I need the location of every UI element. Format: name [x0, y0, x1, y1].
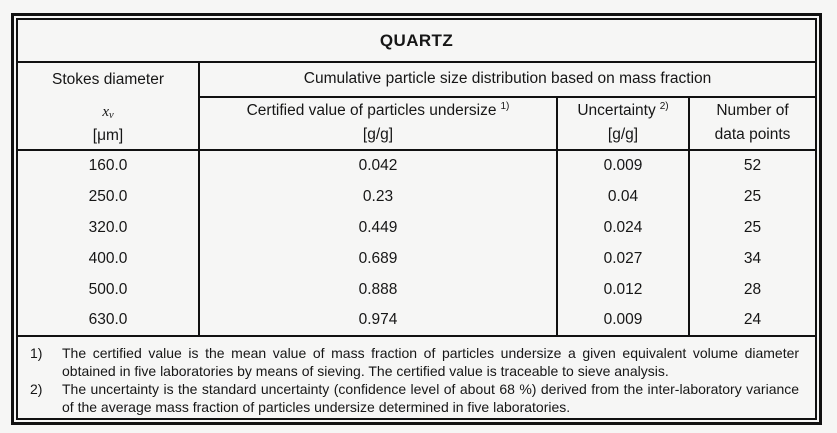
cell-certified: 0.888	[199, 274, 558, 305]
footnote-1: 1) The certified value is the mean value…	[30, 344, 799, 380]
data-points-label-line2: data points	[714, 126, 791, 144]
cell-diameter: 630.0	[18, 305, 200, 336]
symbol-subscript-v: v	[109, 109, 114, 121]
footnotes-row: 1) The certified value is the mean value…	[18, 335, 816, 420]
footnote-ref-1: 1)	[500, 101, 510, 113]
cell-points: 24	[743, 311, 762, 328]
table-row: 320.0 0.449 0.024 25	[18, 212, 815, 243]
cell-uncertainty: 0.012	[557, 274, 690, 305]
group-header-label: Cumulative particle size distribution ba…	[303, 70, 712, 88]
footnote-1-marker: 1)	[30, 345, 43, 361]
table-title: QUARTZ	[379, 30, 454, 50]
footnote-2-text: The uncertainty is the standard uncertai…	[62, 381, 800, 415]
cell-uncertainty: 0.009	[557, 305, 690, 336]
cell-uncertainty: 0.027	[557, 243, 690, 274]
cell-diameter: 500.0	[18, 274, 200, 305]
stokes-diameter-unit: [μm]	[92, 127, 124, 144]
table-row: 630.0 0.974 0.009 24	[18, 305, 815, 336]
cell-diameter: 250.0	[18, 181, 200, 212]
table-row: 500.0 0.888 0.012 28	[18, 274, 815, 305]
column-header-data-points: Number of data points	[689, 96, 816, 152]
column-group-header: Cumulative particle size distribution ba…	[199, 62, 816, 98]
symbol-x: x	[102, 104, 109, 120]
certified-value-unit: [g/g]	[362, 126, 394, 144]
data-points-label-line1: Number of	[716, 102, 789, 120]
cell-diameter: 160.0	[18, 150, 200, 181]
cell-points: 25	[743, 218, 762, 236]
footnote-2: 2) The uncertainty is the standard uncer…	[30, 380, 799, 416]
cell-uncertainty: 0.009	[557, 150, 690, 181]
stokes-diameter-label: Stokes diameter	[52, 71, 164, 88]
uncertainty-label: Uncertainty	[577, 102, 656, 120]
title-row: QUARTZ	[18, 20, 816, 63]
cell-certified: 0.689	[199, 243, 558, 274]
table-row: 400.0 0.689 0.027 34	[18, 243, 815, 274]
certified-value-label: Certified value of particles undersize	[246, 102, 497, 120]
footnote-2-marker: 2)	[30, 381, 43, 397]
cell-points: 25	[743, 187, 762, 205]
cell-certified: 0.23	[199, 181, 558, 212]
cell-points: 34	[743, 249, 762, 267]
cell-certified: 0.449	[199, 212, 558, 243]
cell-diameter: 320.0	[18, 212, 200, 243]
cell-uncertainty: 0.04	[557, 181, 690, 212]
cell-certified: 0.042	[199, 150, 558, 181]
footnote-1-text: The certified value is the mean value of…	[62, 345, 800, 379]
cell-certified: 0.974	[199, 305, 558, 336]
table-row: 160.0 0.042 0.009 52	[18, 150, 815, 181]
uncertainty-unit: [g/g]	[607, 126, 639, 144]
cell-points: 52	[743, 157, 762, 174]
cell-points: 28	[743, 280, 762, 298]
cell-diameter: 400.0	[18, 243, 200, 274]
footnotes-block: 1) The certified value is the mean value…	[18, 337, 815, 420]
cell-uncertainty: 0.024	[557, 212, 690, 243]
column-header-certified-value: Certified value of particles undersize 1)…	[199, 96, 558, 152]
column-header-uncertainty: Uncertainty 2) [g/g]	[557, 96, 690, 152]
footnote-ref-2: 2)	[659, 101, 669, 113]
table-row: 250.0 0.23 0.04 25	[18, 181, 815, 212]
header-sub-row: Certified value of particles undersize 1)…	[18, 96, 816, 152]
